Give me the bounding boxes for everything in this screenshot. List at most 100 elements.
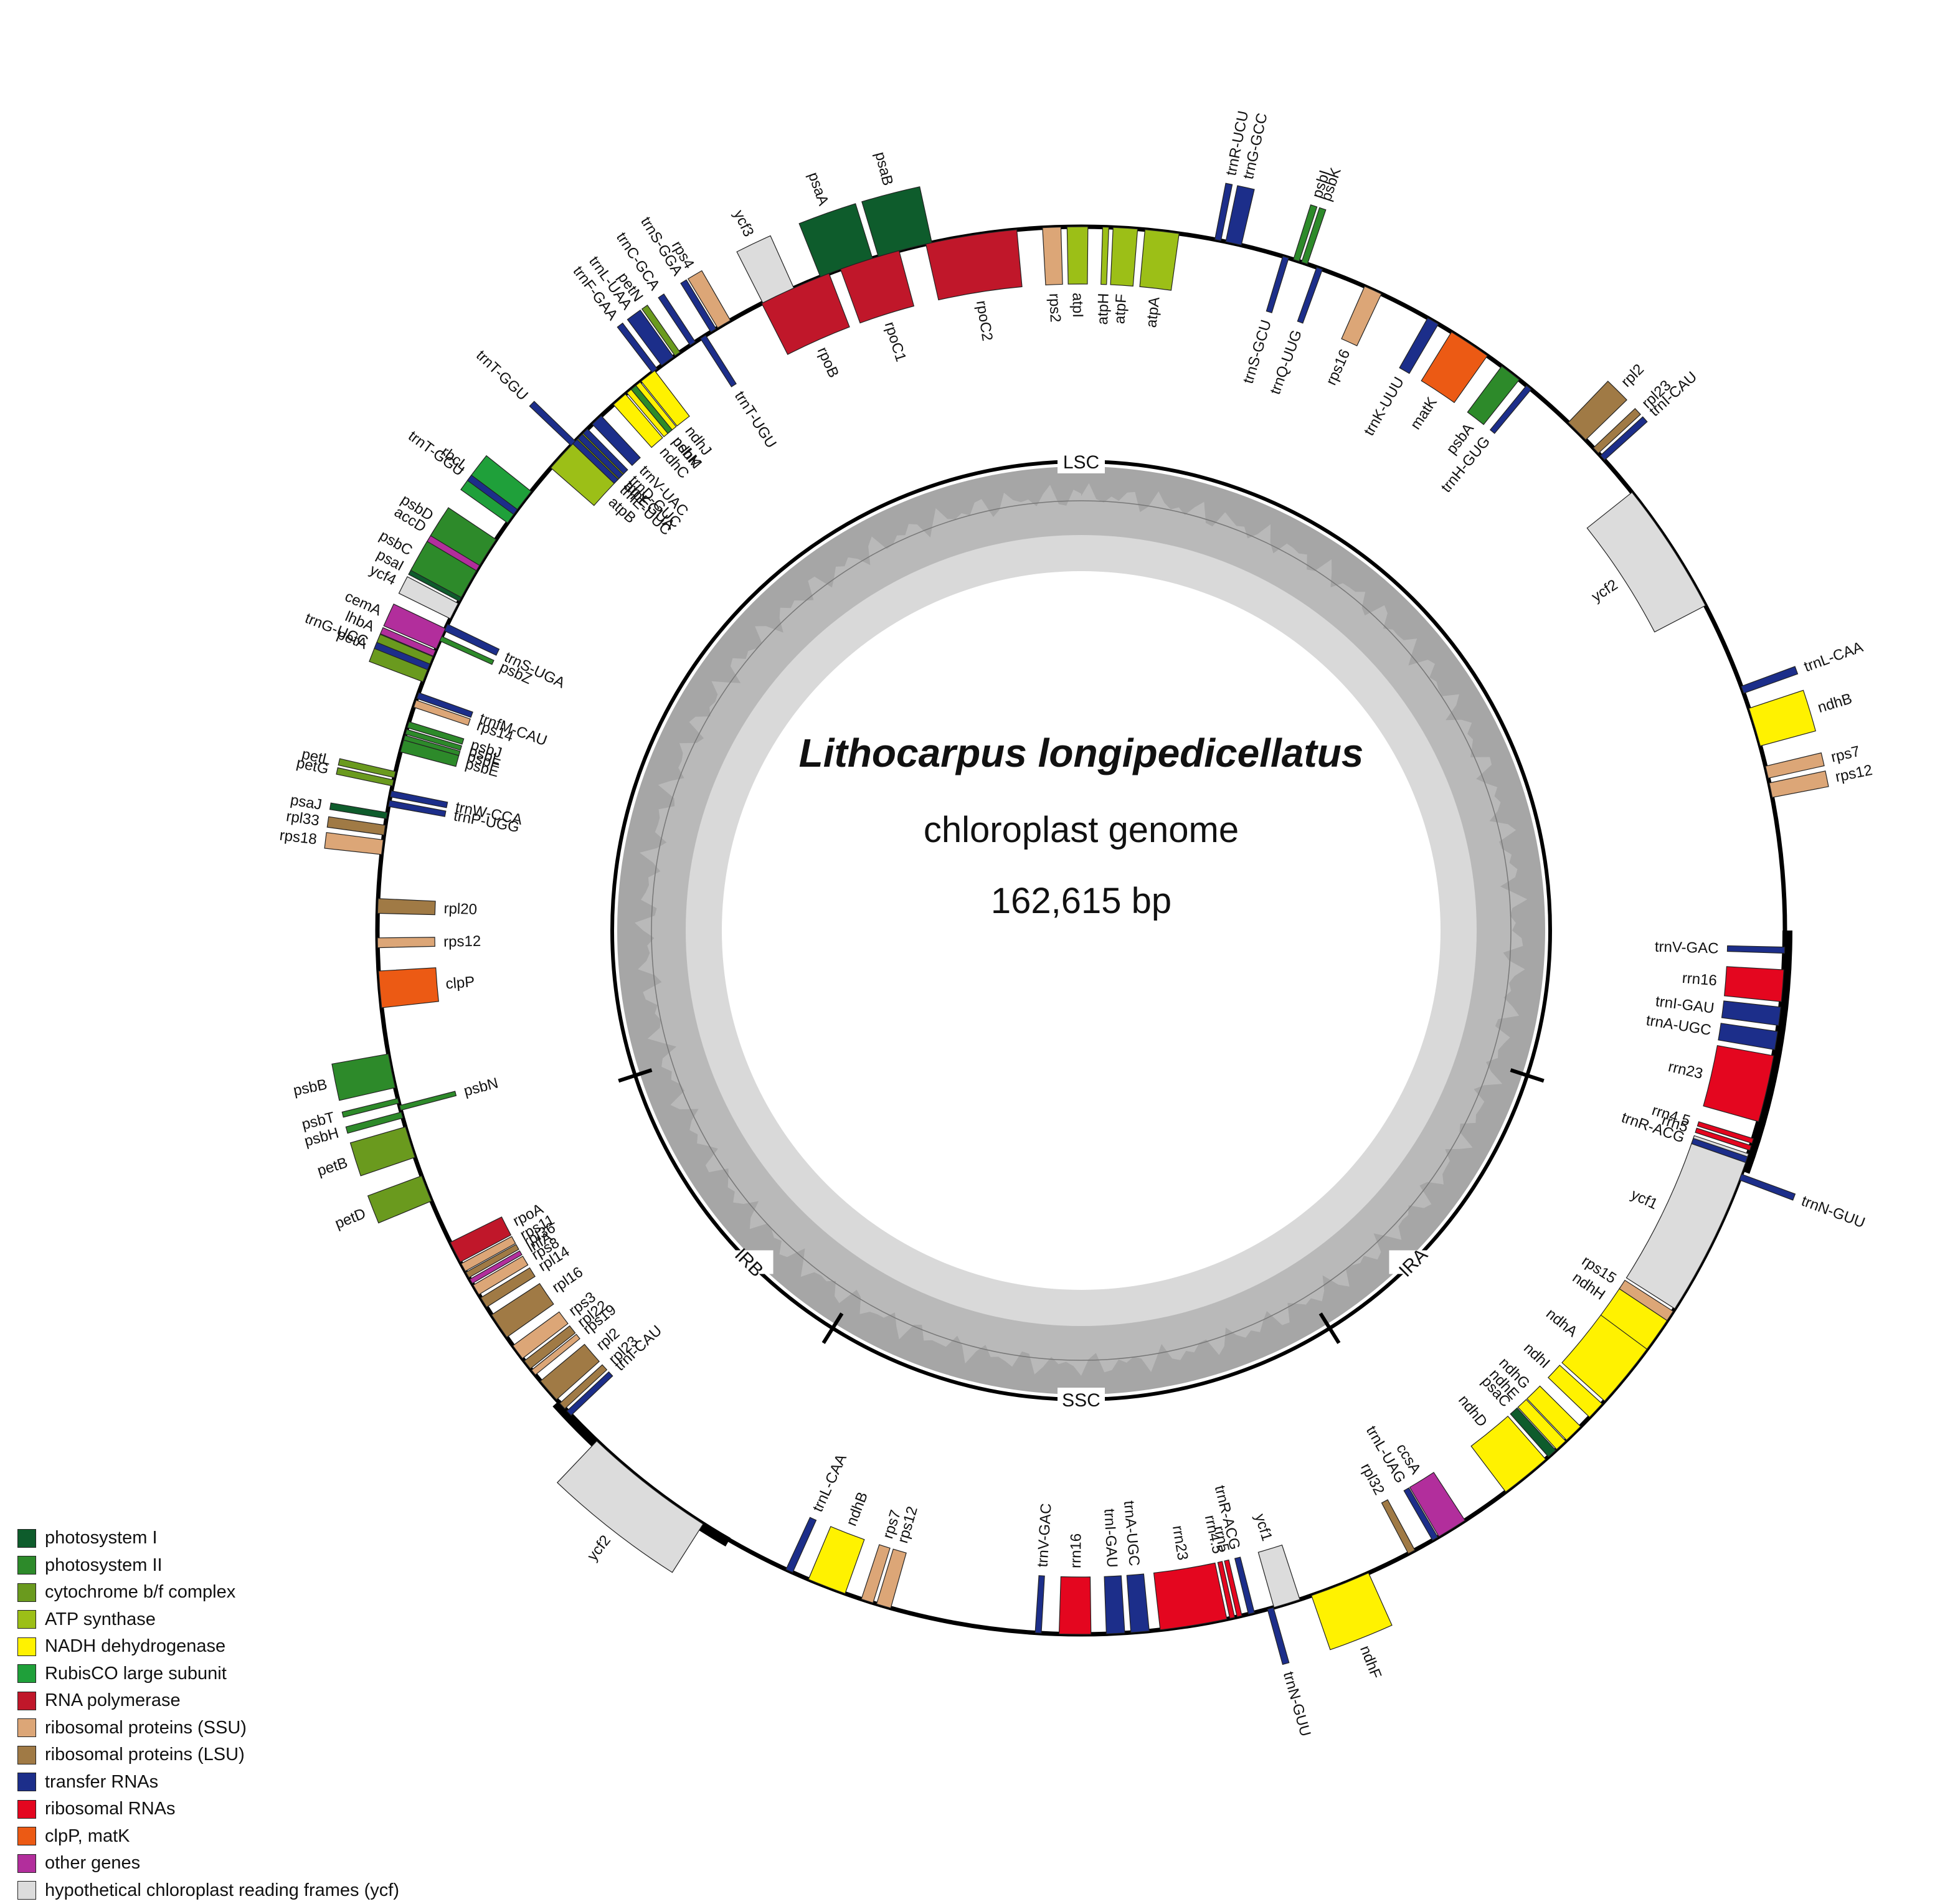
gene-rrn16: rrn16 <box>1682 966 1784 1002</box>
gene-label: trnL-CAA <box>810 1452 851 1515</box>
gene-atpi: atpI <box>1066 226 1089 318</box>
region-label-ssc: SSC <box>1058 1388 1105 1411</box>
gene-label: trnA-UGC <box>1645 1012 1712 1039</box>
gene-atpa: atpA <box>1139 229 1180 328</box>
legend-label: NADH dehydrogenase <box>45 1636 226 1657</box>
legend-swatch <box>17 1881 36 1900</box>
gene-label: trnL-CAA <box>1802 638 1865 675</box>
gene-label: trnQ-UUG <box>1267 328 1305 397</box>
gene-label: matK <box>1407 394 1440 433</box>
legend-label: RubisCO large subunit <box>45 1663 227 1684</box>
gene-label: trnN-GUU <box>1799 1193 1867 1232</box>
gene-label: ndhA <box>1543 1305 1581 1340</box>
gene-ycf1: ycf1 <box>1626 1135 1749 1309</box>
gene-label: ycf2 <box>1589 576 1621 605</box>
legend-label: photosystem I <box>45 1528 158 1548</box>
gene-label: atpH <box>1094 293 1112 325</box>
gene-label: trnS-GCU <box>1240 318 1275 386</box>
gene-label: trnV-GAC <box>1034 1503 1055 1568</box>
gene-psab: psaB <box>861 150 932 257</box>
legend-swatch <box>17 1691 36 1710</box>
gene-label: rps7 <box>1829 743 1862 766</box>
svg-text:SSC: SSC <box>1062 1390 1100 1411</box>
legend-item: ribosomal proteins (LSU) <box>17 1741 399 1769</box>
center-disc <box>722 571 1441 1290</box>
gene-label: trnI-GAU <box>1100 1509 1120 1568</box>
gene-label: trnN-GUU <box>1280 1670 1314 1738</box>
gene-label: ndhB <box>1815 690 1853 716</box>
gene-label: ndhB <box>843 1490 871 1528</box>
gene-rrn5: rrn5 <box>1660 1112 1752 1151</box>
genome-size: 162,615 bp <box>991 881 1171 921</box>
gene-ndhb: ndhB <box>1748 689 1854 747</box>
gene-trnt-ugu: trnT-UGU <box>699 334 780 451</box>
gene-label: psbN <box>462 1074 500 1099</box>
gene-atpf: atpF <box>1110 227 1138 324</box>
legend-label: RNA polymerase <box>45 1690 181 1711</box>
gene-label: ycf3 <box>730 207 757 239</box>
legend-swatch <box>17 1610 36 1629</box>
legend-swatch <box>17 1664 36 1684</box>
gene-label: atpI <box>1069 293 1086 318</box>
region-boundary-tick <box>1318 1312 1341 1344</box>
legend-item: ribosomal proteins (SSU) <box>17 1715 399 1742</box>
legend-label: transfer RNAs <box>45 1771 159 1792</box>
gene-label: ndhI <box>1520 1340 1553 1372</box>
gene-trnn-guu: trnN-GUU <box>1738 1173 1867 1232</box>
legend-swatch <box>17 1583 36 1602</box>
gene-rps12: rps12 <box>377 933 481 950</box>
legend-swatch <box>17 1718 36 1738</box>
legend-swatch <box>17 1745 36 1764</box>
legend-label: ribosomal proteins (SSU) <box>45 1717 247 1738</box>
gene-psbn: psbN <box>399 1074 500 1111</box>
gene-rpl20: rpl20 <box>377 898 477 918</box>
legend-swatch <box>17 1799 36 1819</box>
gene-label: trnA-UGC <box>1120 1500 1143 1566</box>
gene-label: rrn16 <box>1682 970 1718 989</box>
legend-swatch <box>17 1528 36 1548</box>
gene-rrn16: rrn16 <box>1058 1533 1092 1635</box>
legend-label: clpP, matK <box>45 1826 130 1846</box>
ir-arc-2 <box>1740 931 1792 1174</box>
gene-label: ndhD <box>1455 1392 1490 1431</box>
gene-label: rpoB <box>814 344 842 380</box>
gene-petd: petD <box>333 1175 432 1233</box>
gene-label: ycf2 <box>584 1532 614 1564</box>
region-boundary-tick <box>1510 1068 1545 1083</box>
legend-swatch <box>17 1773 36 1792</box>
svg-text:LSC: LSC <box>1063 452 1099 473</box>
gene-atph: atpH <box>1094 226 1112 325</box>
gene-label: rps12 <box>894 1505 921 1545</box>
gene-ycf3: ycf3 <box>730 207 795 304</box>
legend-label: other genes <box>45 1853 141 1873</box>
gene-trna-ugc: trnA-UGC <box>1120 1500 1150 1633</box>
legend-item: photosystem I <box>17 1525 399 1552</box>
gene-trnv-gac: trnV-GAC <box>1034 1503 1055 1634</box>
gene-label: atpF <box>1111 293 1130 324</box>
gene-rps2: rps2 <box>1042 226 1064 323</box>
gene-label: ycf1 <box>1251 1512 1275 1543</box>
gene-label: rpoC2 <box>973 300 996 343</box>
region-boundary-tick <box>821 1312 844 1344</box>
legend-label: cytochrome b/f complex <box>45 1582 236 1603</box>
gene-label: rps18 <box>278 827 318 848</box>
legend-item: transfer RNAs <box>17 1769 399 1796</box>
gene-ycf2: ycf2 <box>1586 491 1706 633</box>
gene-label: rrn23 <box>1667 1058 1705 1082</box>
legend-item: ATP synthase <box>17 1606 399 1634</box>
gene-label: trnT-GGU <box>473 347 531 404</box>
gene-label: rps2 <box>1046 293 1064 323</box>
gene-rpoc1: rpoC1 <box>840 250 915 364</box>
legend-item: hypothetical chloroplast reading frames … <box>17 1877 399 1904</box>
gene-trnt-ggu: trnT-GGU <box>473 347 576 447</box>
gene-label: clpP <box>445 973 476 993</box>
gene-label: trnT-UGU <box>731 388 780 451</box>
gene-label: ycf1 <box>1628 1186 1660 1213</box>
legend-item: other genes <box>17 1850 399 1877</box>
gene-label: psaB <box>871 150 896 187</box>
gene-label: atpA <box>1143 296 1163 328</box>
legend-swatch <box>17 1854 36 1873</box>
gene-trnv-gac: trnV-GAC <box>1655 939 1786 957</box>
gene-label: rpl2 <box>1618 361 1647 390</box>
